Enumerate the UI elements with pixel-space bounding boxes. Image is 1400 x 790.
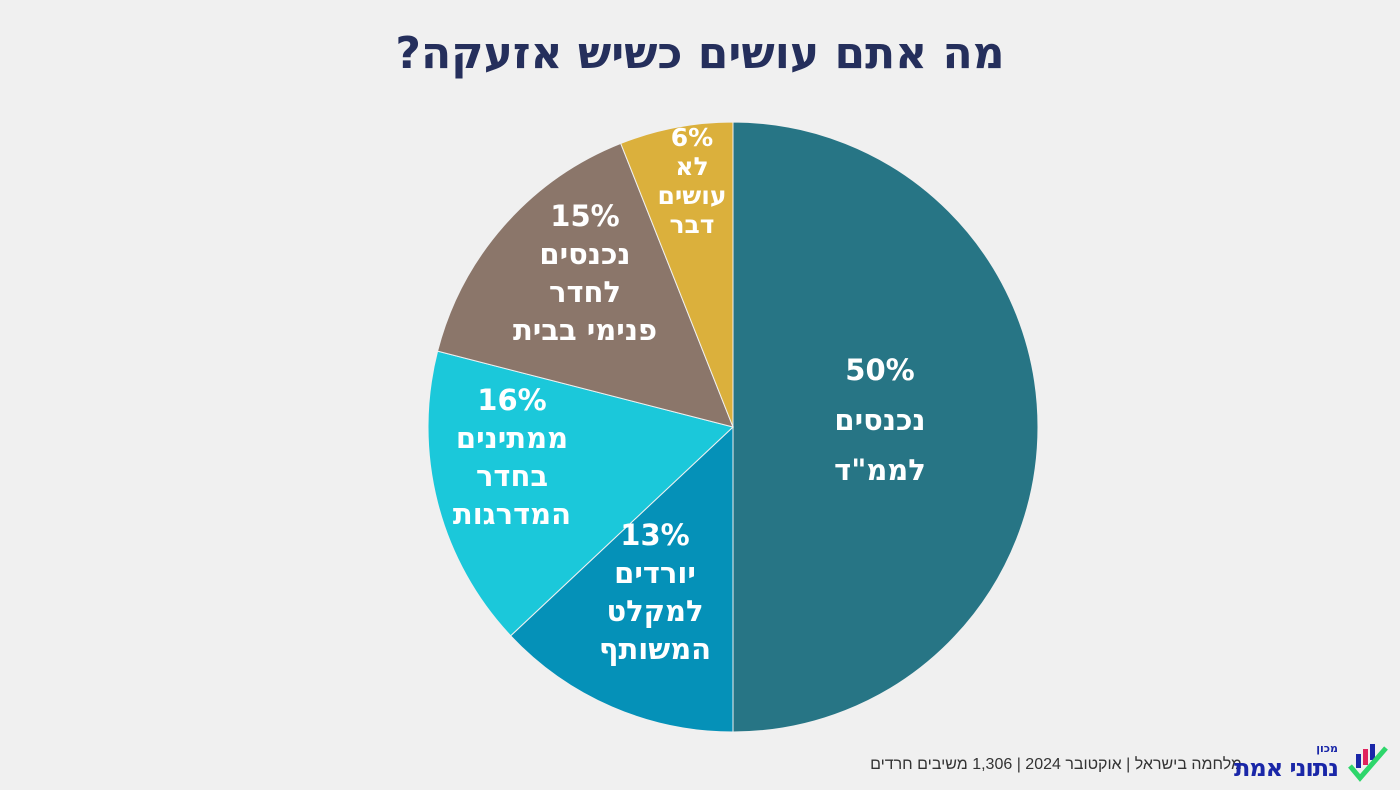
slice-label-line: למקלט [606,594,703,628]
slice-label-line: המדרגות [453,497,571,531]
slice-label-line: דבר [670,210,715,239]
slice-percent: 16% [477,383,546,417]
slice-label-line: עושים [658,181,727,210]
slice-label: 16% ממתינים בחדר המדרגות [453,383,571,531]
slice-label-line: נכנסים [539,237,630,271]
logo-check-icon [1348,744,1388,782]
slice-label-line: לחדר [549,275,621,309]
slice-percent: 50% [845,353,914,387]
pie-slice [732,121,1039,733]
slice-percent: 15% [550,199,619,233]
logo: מכון נתוני אמת [1234,742,1388,784]
slice-label-line: בחדר [476,459,548,493]
slice-label: 13% יורדים למקלט המשותף [599,518,711,666]
slice-percent: 6% [671,123,713,152]
pie-slice [436,142,734,428]
footer-source: מלחמה בישראל | אוקטובר 2024 | 1,306 משיב… [870,756,1242,773]
slice-label-line: לממ"ד [834,453,926,487]
slice-label: 6% לא עושים דבר [658,123,727,239]
slice-label-line: לא [675,152,708,181]
slice-label: 15% נכנסים לחדר פנימי בבית [513,199,657,347]
chart-title: מה אתם עושים כשיש אזעקה? [395,28,1005,79]
slice-label-line: פנימי בבית [513,313,657,347]
pie-slice [427,350,735,637]
pie-slice [509,425,734,733]
logo-small-text: מכון [1316,742,1338,755]
pie-slice [620,121,734,428]
slice-label-line: המשותף [599,632,711,666]
slice-label-line: נכנסים [834,403,925,437]
slice-label-line: יורדים [614,556,696,590]
logo-main-text: נתוני אמת [1233,754,1339,782]
slice-percent: 13% [620,518,689,552]
slice-label: 50% נכנסים לממ"ד [834,353,926,487]
slice-label-line: ממתינים [456,421,568,455]
